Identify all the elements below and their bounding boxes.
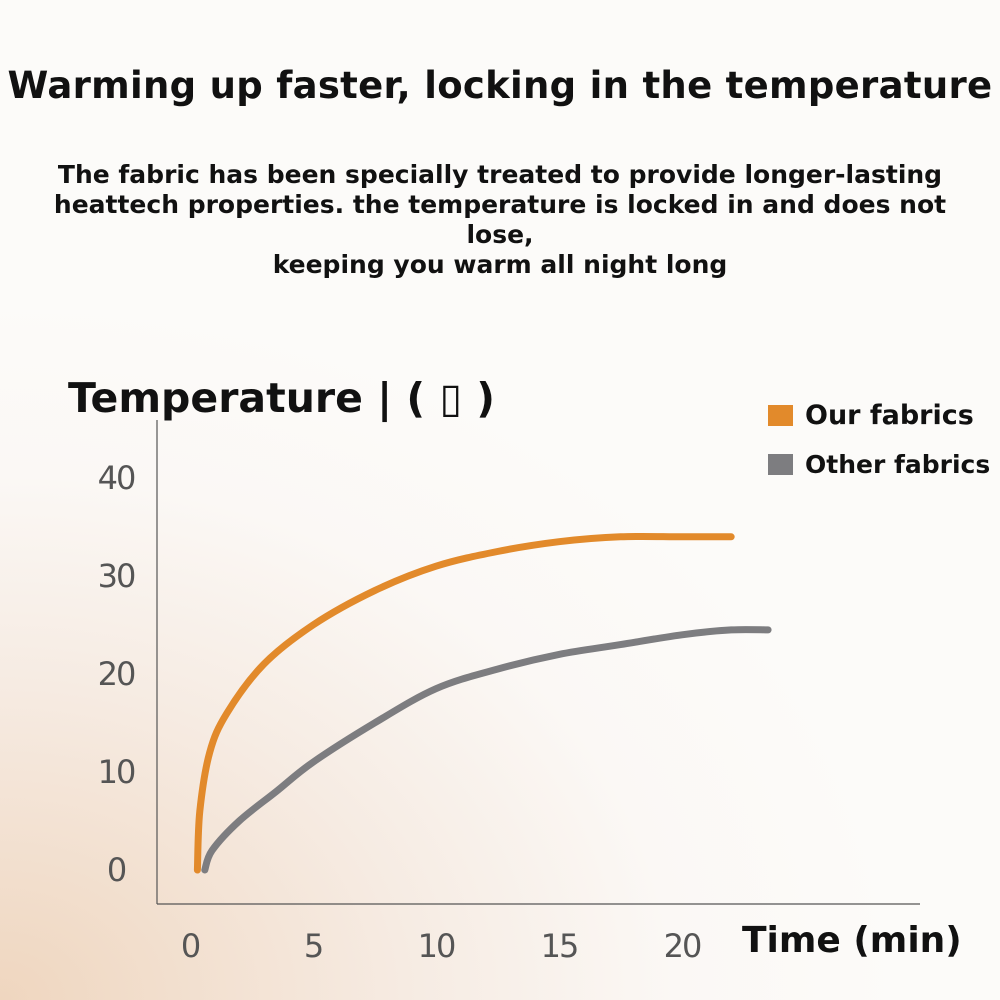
headline: Warming up faster, locking in the temper… [7,64,993,107]
description-line: keeping you warm all night long [272,250,728,279]
legend-item-other-fabrics: Other fabrics [768,450,990,479]
description: The fabric has been specially treated to… [20,160,980,280]
description-line: The fabric has been specially treated to… [57,160,943,189]
y-axis-title: Temperature | ( ▯ ) [68,374,496,422]
y-tick-label: 30 [98,557,135,595]
legend-label-our-fabrics: Our fabrics [805,400,974,431]
legend-item-our-fabrics: Our fabrics [768,400,974,431]
legend-label-other-fabrics: Other fabrics [805,450,991,479]
y-tick-labels: 0 10 20 30 40 [98,459,137,889]
x-tick-label: 10 [418,927,455,965]
x-axis-title: Time (min) [742,920,962,961]
description-line: heattech properties. the temperature is … [53,190,947,249]
x-tick-labels: 0 5 10 15 20 [181,927,703,965]
y-tick-label: 20 [98,655,135,693]
y-tick-label: 0 [107,851,126,889]
x-tick-label: 0 [181,927,200,965]
y-tick-label: 40 [98,459,135,497]
x-tick-label: 15 [541,927,578,965]
x-tick-label: 5 [304,927,322,965]
legend-swatch-our-fabrics [768,405,793,426]
x-tick-label: 20 [664,927,701,965]
series-line-other-fabrics [201,626,772,874]
legend-swatch-other-fabrics [768,454,793,475]
series-line-our-fabrics [193,532,735,874]
series-lines [193,532,772,874]
y-tick-label: 10 [98,753,135,791]
